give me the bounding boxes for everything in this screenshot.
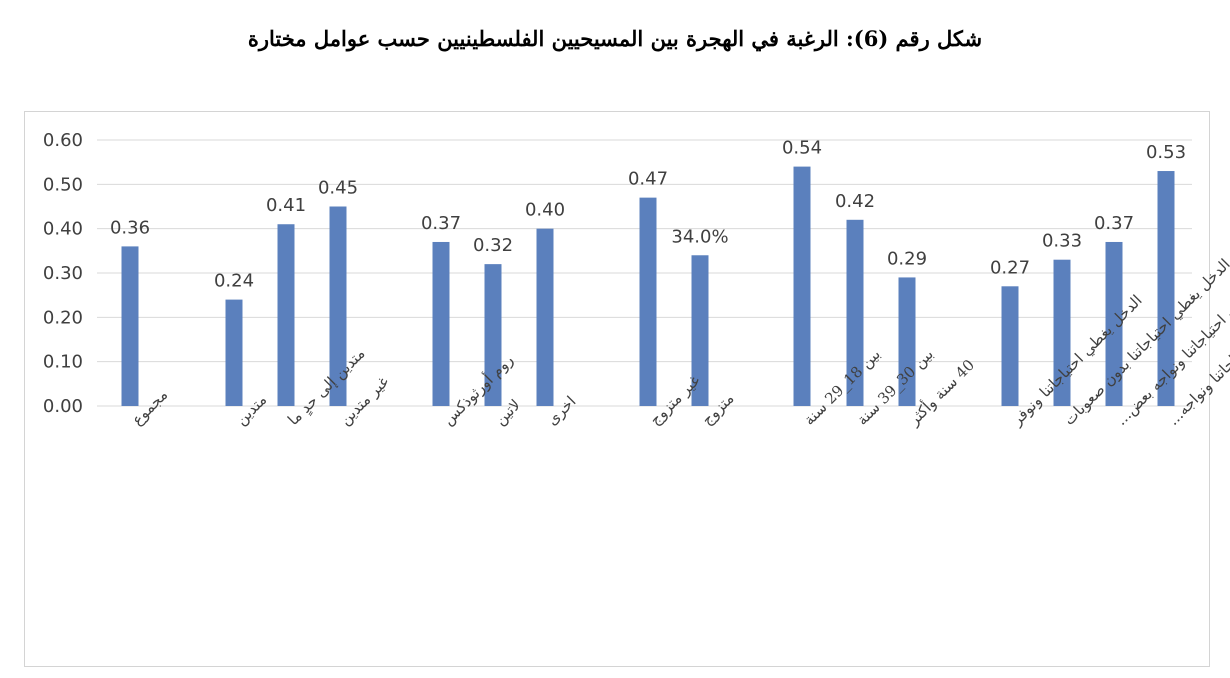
chart-frame	[24, 111, 1210, 667]
data-label: 0.54	[782, 138, 822, 159]
data-label: 0.45	[318, 178, 358, 199]
y-tick-label: 0.10	[43, 352, 83, 373]
data-label: 0.27	[990, 257, 1030, 278]
y-tick-label: 0.20	[43, 307, 83, 328]
data-label: 0.42	[835, 191, 875, 212]
bar	[639, 197, 657, 406]
data-label: 0.33	[1042, 231, 1082, 252]
y-tick-label: 0.40	[43, 219, 83, 240]
data-label: 0.36	[110, 217, 150, 238]
y-tick-label: 0.30	[43, 263, 83, 284]
bar	[1053, 259, 1071, 406]
bar	[1105, 241, 1123, 406]
y-tick-label: 0.00	[43, 396, 83, 417]
data-label: 0.32	[473, 235, 513, 256]
bar	[121, 246, 139, 406]
bar	[225, 299, 243, 406]
bar	[329, 206, 347, 406]
data-label: 0.40	[525, 200, 565, 221]
data-label: 0.41	[266, 195, 306, 216]
bar	[277, 224, 295, 406]
bar	[432, 241, 450, 406]
data-label: 0.29	[887, 248, 927, 269]
bar	[1001, 286, 1019, 406]
bar	[536, 228, 554, 406]
data-label: 0.53	[1146, 142, 1186, 163]
data-label: 0.47	[628, 169, 668, 190]
chart-title: شكل رقم (6): الرغبة في الهجرة بين المسيح…	[247, 26, 983, 51]
bar	[1157, 171, 1175, 406]
data-label: 0.37	[421, 213, 461, 234]
y-tick-label: 0.50	[43, 174, 83, 195]
bar	[484, 264, 502, 406]
data-label: 0.24	[214, 271, 254, 292]
bar	[793, 166, 811, 406]
data-label: 34.0%	[671, 226, 728, 247]
y-tick-label: 0.60	[43, 130, 83, 151]
bar	[846, 219, 864, 406]
data-label: 0.37	[1094, 213, 1134, 234]
bar	[691, 255, 709, 406]
bar	[898, 277, 916, 406]
